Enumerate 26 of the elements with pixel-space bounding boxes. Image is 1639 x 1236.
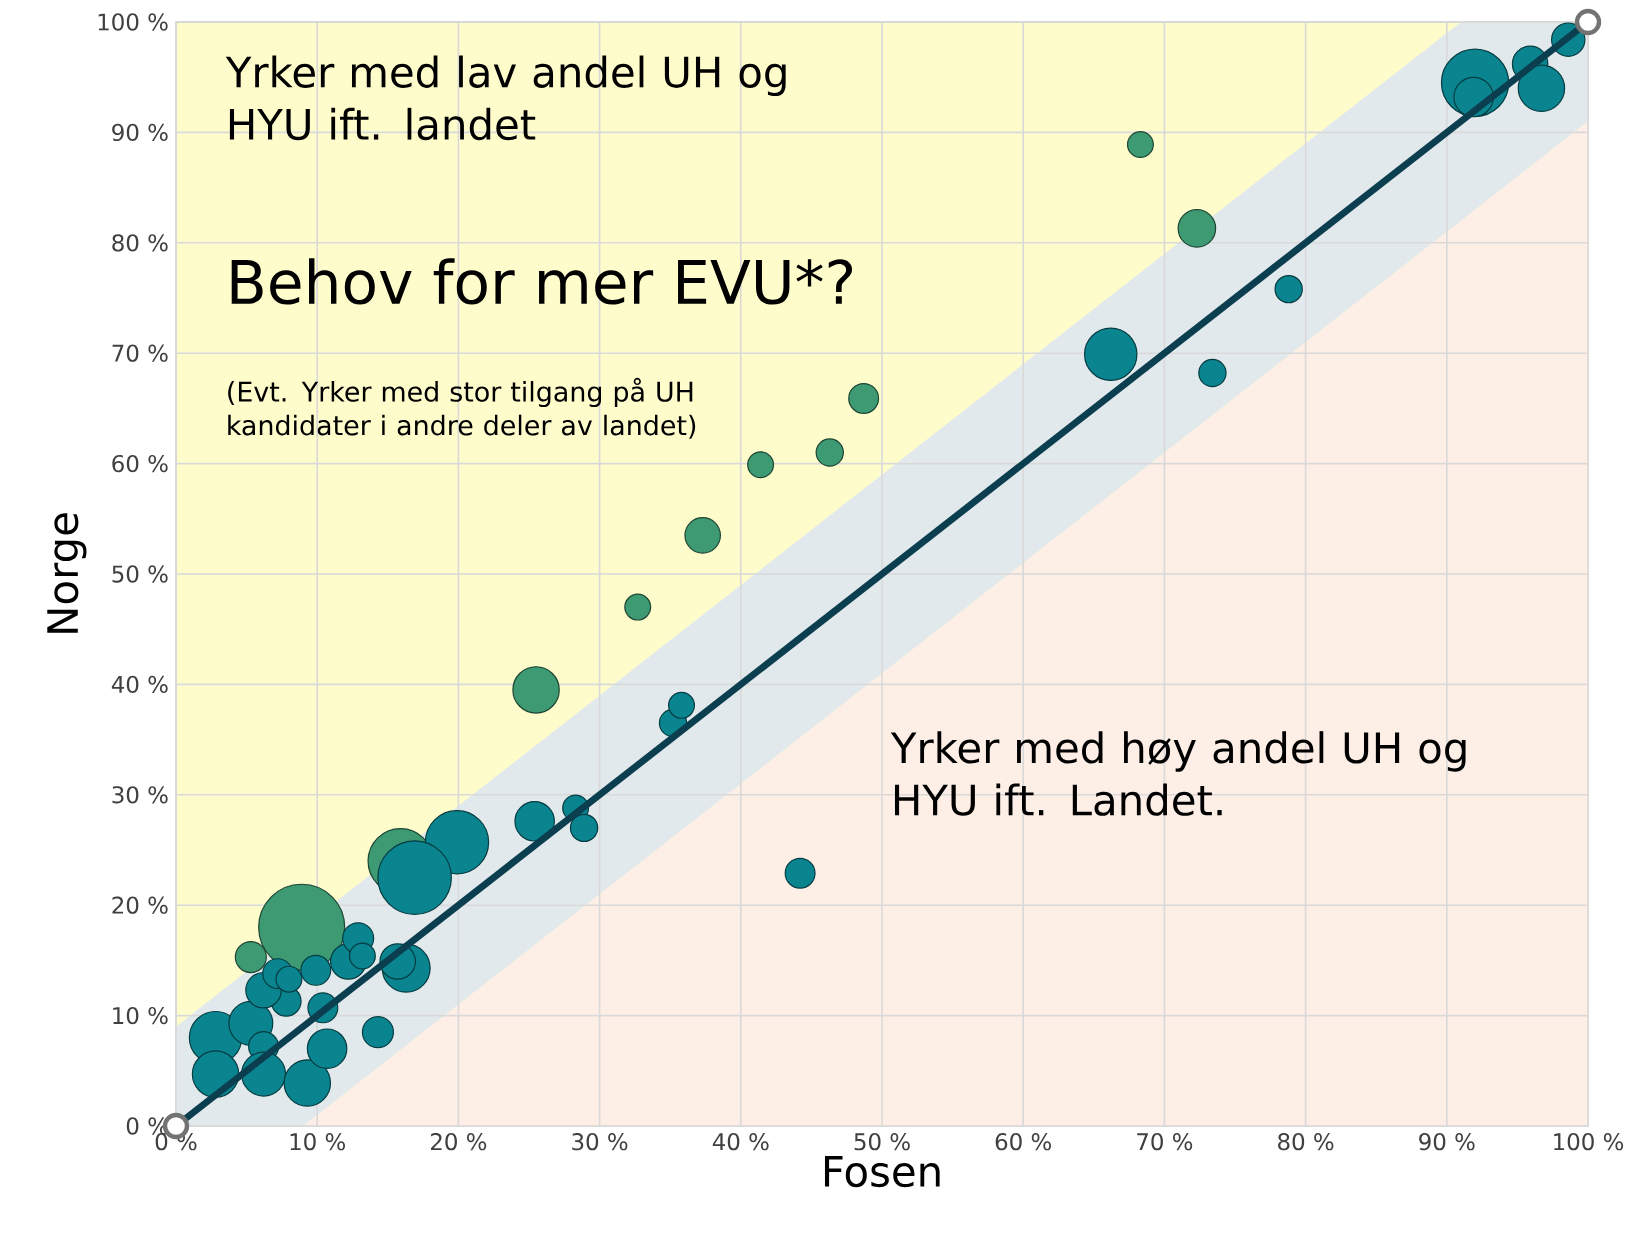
annotation: Yrker med lav andel UH og HYU ift. landet	[225, 55, 786, 141]
x-tick-label: 40 %	[712, 1133, 769, 1151]
y-tick-label: 100 %	[98, 13, 168, 31]
y-tick-label: 70 %	[112, 344, 168, 362]
y-tick-label: 60 %	[112, 454, 168, 473]
x-tick-label: 60 %	[995, 1133, 1052, 1151]
y-tick-label: 90 %	[112, 123, 168, 142]
x-axis-title: Fosen	[824, 1156, 940, 1188]
x-tick-label: 70 %	[1137, 1133, 1193, 1151]
annotation: (Evt. Yrker med stor tilgang på UH kandidater i andre deler av landet)	[228, 377, 696, 439]
y-tick-label: 50 %	[112, 565, 168, 583]
y-tick-label: 30 %	[112, 786, 168, 804]
y-tick-label: 10 %	[113, 1006, 168, 1025]
x-tick-label: 80 %	[1278, 1133, 1334, 1151]
x-tick-label: 90 %	[1419, 1133, 1475, 1151]
y-tick-label: 80 %	[112, 234, 168, 252]
x-tick-label: 50 %	[854, 1133, 910, 1151]
x-tick-label: 100 %	[1554, 1133, 1624, 1151]
y-tick-label: 40 %	[111, 675, 168, 694]
x-tick-label: 10 %	[290, 1133, 346, 1151]
x-tick-label: 20 %	[430, 1133, 487, 1151]
annotation: Behov for mer EVU*?	[231, 258, 853, 305]
y-tick-label: 20 %	[112, 896, 168, 914]
y-axis-title: Norge	[47, 513, 87, 633]
annotation: Yrker med høy andel UH og HYU ift. Landet.	[890, 731, 1466, 816]
x-tick-label: 30 %	[572, 1133, 628, 1151]
